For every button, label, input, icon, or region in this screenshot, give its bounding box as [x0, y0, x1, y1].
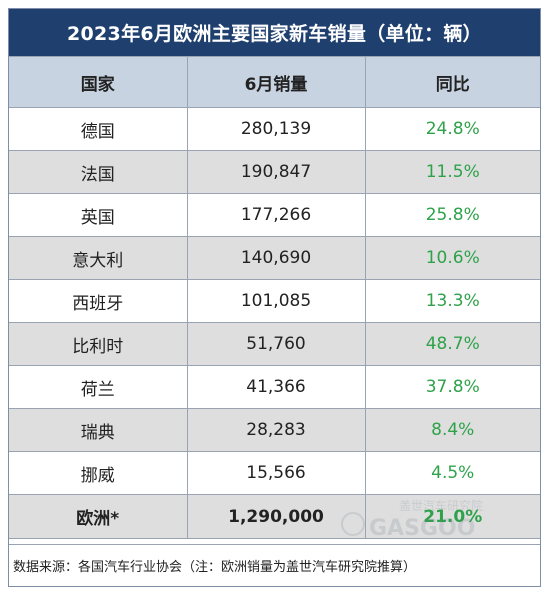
- table-row: 荷兰 41,366 37.8%: [9, 365, 540, 409]
- sales-cell: 51,760: [186, 322, 366, 366]
- table-row: 西班牙 101,085 13.3%: [9, 279, 540, 323]
- country-cell: 法国: [9, 150, 188, 194]
- sales-cell: 101,085: [186, 279, 366, 323]
- country-cell: 挪威: [9, 451, 188, 495]
- country-cell: 英国: [9, 193, 188, 237]
- sales-cell: 28,283: [186, 408, 366, 452]
- table-title: 2023年6月欧洲主要国家新车销量（单位：辆）: [9, 9, 540, 56]
- sales-cell: 140,690: [186, 236, 366, 280]
- table-row: 意大利 140,690 10.6%: [9, 236, 540, 280]
- country-cell: 德国: [9, 107, 188, 151]
- country-cell: 比利时: [9, 322, 188, 366]
- header-sales: 6月销量: [186, 56, 366, 108]
- yoy-cell: 48.7%: [364, 322, 540, 366]
- sales-cell: 15,566: [186, 451, 366, 495]
- yoy-cell: 4.5%: [364, 451, 540, 495]
- yoy-cell: 8.4%: [364, 408, 540, 452]
- header-country: 国家: [9, 56, 188, 108]
- yoy-cell: 13.3%: [364, 279, 540, 323]
- table-row: 挪威 15,566 4.5%: [9, 451, 540, 495]
- yoy-cell: 37.8%: [364, 365, 540, 409]
- yoy-cell: 24.8%: [364, 107, 540, 151]
- country-cell: 意大利: [9, 236, 188, 280]
- header-yoy: 同比: [364, 56, 540, 108]
- table-row: 德国 280,139 24.8%: [9, 107, 540, 151]
- sales-cell: 190,847: [186, 150, 366, 194]
- header-row: 国家 6月销量 同比: [9, 56, 540, 108]
- country-cell: 西班牙: [9, 279, 188, 323]
- table-row: 比利时 51,760 48.7%: [9, 322, 540, 366]
- sales-table: 国家 6月销量 同比 德国 280,139 24.8% 法国 190,847 1…: [9, 56, 540, 539]
- sales-cell: 41,366: [186, 365, 366, 409]
- yoy-cell: 25.8%: [364, 193, 540, 237]
- total-yoy-cell: 21.0%: [364, 494, 540, 539]
- yoy-cell: 11.5%: [364, 150, 540, 194]
- country-cell: 荷兰: [9, 365, 188, 409]
- table-row: 法国 190,847 11.5%: [9, 150, 540, 194]
- total-sales-cell: 1,290,000: [186, 494, 366, 539]
- sales-table-card: 2023年6月欧洲主要国家新车销量（单位：辆） 国家 6月销量 同比 德国 28…: [8, 8, 541, 587]
- sales-cell: 280,139: [186, 107, 366, 151]
- source-footnote: 数据来源：各国汽车行业协会（注：欧洲销量为盖世汽车研究院推算）: [9, 544, 540, 586]
- country-cell: 瑞典: [9, 408, 188, 452]
- table-row: 瑞典 28,283 8.4%: [9, 408, 540, 452]
- total-country-cell: 欧洲*: [9, 494, 188, 539]
- yoy-cell: 10.6%: [364, 236, 540, 280]
- table-row: 英国 177,266 25.8%: [9, 193, 540, 237]
- sales-cell: 177,266: [186, 193, 366, 237]
- total-row: 欧洲* 1,290,000 21.0%: [9, 494, 540, 539]
